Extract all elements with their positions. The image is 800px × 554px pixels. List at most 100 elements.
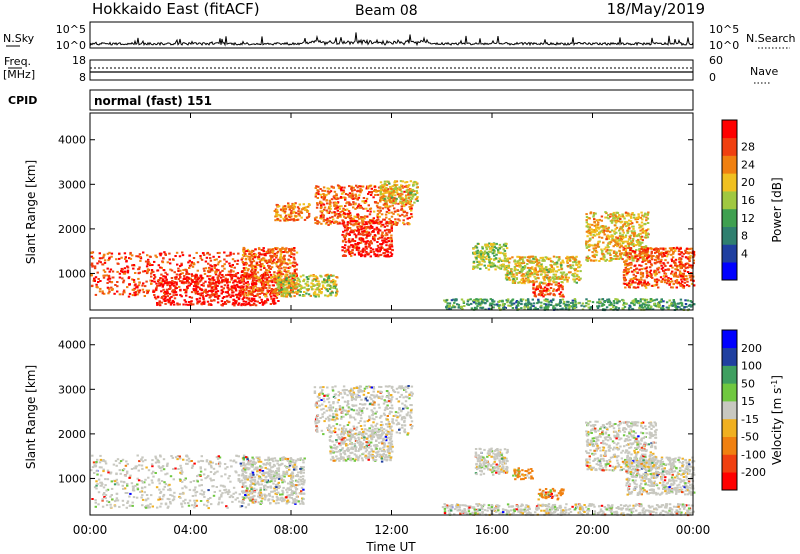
scatter-cell bbox=[623, 278, 626, 281]
scatter-cell bbox=[196, 261, 200, 264]
scatter-cell bbox=[257, 280, 260, 283]
scatter-cell bbox=[371, 237, 375, 240]
scatter-cell bbox=[521, 277, 524, 280]
scatter-cell bbox=[529, 270, 532, 273]
scatter-cell bbox=[233, 260, 237, 263]
scatter-cell bbox=[305, 276, 309, 279]
scatter-cell bbox=[301, 294, 305, 297]
nsearch-tick-bottom: 10^0 bbox=[709, 39, 739, 52]
scatter-cell bbox=[335, 193, 338, 196]
scatter-cell bbox=[212, 255, 215, 258]
scatter-cell bbox=[227, 288, 231, 291]
scatter-cell bbox=[540, 291, 543, 293]
scatter-cell bbox=[150, 269, 154, 271]
scatter-cell bbox=[376, 193, 380, 196]
scatter-cell bbox=[665, 255, 669, 258]
scatter-cell bbox=[503, 249, 507, 252]
scatter-cell bbox=[208, 281, 211, 284]
scatter-cell bbox=[116, 270, 119, 273]
scatter-cell bbox=[477, 300, 480, 303]
scatter-cell bbox=[351, 249, 354, 252]
scatter-cell bbox=[245, 250, 248, 253]
scatter-cell bbox=[211, 269, 214, 272]
scatter-cell bbox=[400, 184, 403, 187]
scatter-cell bbox=[242, 250, 245, 253]
scatter-cell bbox=[313, 217, 317, 220]
scatter-cell bbox=[482, 259, 485, 262]
scatter-cell bbox=[169, 303, 173, 306]
nsky-frame bbox=[89, 21, 694, 49]
scatter-cell bbox=[285, 295, 288, 298]
scatter-cell bbox=[583, 305, 586, 308]
scatter-cell bbox=[561, 295, 564, 298]
scatter-cell bbox=[526, 266, 530, 269]
scatter-cell bbox=[646, 257, 649, 260]
scatter-cell bbox=[296, 219, 299, 221]
scatter-cell bbox=[293, 206, 296, 209]
scatter-cell bbox=[282, 281, 285, 284]
scatter-cell bbox=[223, 284, 227, 287]
scatter-cell bbox=[382, 218, 385, 221]
scatter-cell bbox=[392, 212, 395, 215]
cpid-value: normal (fast) 151 bbox=[94, 94, 212, 108]
scatter-cell bbox=[176, 302, 179, 305]
scatter-cell bbox=[138, 271, 141, 274]
scatter-cell bbox=[307, 205, 310, 208]
scatter-cell bbox=[178, 273, 181, 276]
scatter-cell bbox=[519, 256, 522, 259]
scatter-cell bbox=[495, 247, 498, 250]
scatter-cell bbox=[327, 207, 331, 210]
scatter-cell bbox=[134, 283, 137, 286]
scatter-cell bbox=[615, 221, 618, 224]
scatter-cell bbox=[291, 287, 295, 290]
freq-label: Freq. bbox=[4, 55, 31, 68]
scatter-cell bbox=[505, 265, 508, 267]
scatter-cell bbox=[197, 293, 200, 295]
scatter-cell bbox=[578, 279, 581, 282]
scatter-cell bbox=[252, 265, 256, 267]
scatter-cell bbox=[242, 285, 245, 288]
scatter-cell bbox=[179, 294, 182, 297]
scatter-cell bbox=[551, 268, 554, 271]
scatter-cell bbox=[209, 289, 213, 292]
scatter-cell bbox=[196, 290, 199, 293]
scatter-cell bbox=[641, 239, 644, 242]
scatter-cell bbox=[203, 301, 206, 304]
scatter-cell bbox=[370, 187, 373, 190]
scatter-cell bbox=[353, 220, 356, 223]
scatter-cell bbox=[322, 198, 325, 201]
scatter-cell bbox=[549, 260, 553, 263]
scatter-cell bbox=[684, 256, 688, 259]
scatter-cell bbox=[122, 279, 126, 282]
scatter-cell bbox=[181, 280, 184, 283]
scatter-cell bbox=[98, 260, 101, 263]
scatter-cell bbox=[227, 270, 231, 273]
scatter-cell bbox=[639, 281, 643, 284]
scatter-cell bbox=[589, 233, 592, 236]
scatter-cell bbox=[249, 290, 253, 293]
scatter-cell bbox=[631, 250, 635, 253]
scatter-cell bbox=[246, 294, 250, 297]
scatter-cell bbox=[568, 258, 572, 261]
scatter-cell bbox=[263, 254, 266, 257]
scatter-cell bbox=[560, 268, 563, 271]
scatter-cell bbox=[551, 276, 555, 279]
scatter-cell bbox=[517, 304, 520, 307]
scatter-cell bbox=[479, 251, 482, 254]
scatter-cell bbox=[674, 268, 677, 271]
scatter-cell bbox=[282, 290, 285, 293]
scatter-cell bbox=[305, 209, 308, 212]
scatter-cell bbox=[316, 282, 319, 285]
scatter-cell bbox=[323, 287, 327, 290]
scatter-cell bbox=[637, 278, 641, 281]
scatter-cell bbox=[540, 267, 544, 270]
scatter-cell bbox=[628, 282, 631, 285]
scatter-cell bbox=[628, 246, 631, 249]
scatter-cell bbox=[287, 218, 290, 221]
scatter-cell bbox=[624, 269, 627, 272]
scatter-cell bbox=[543, 279, 546, 282]
scatter-cell bbox=[561, 259, 564, 262]
scatter-cell bbox=[257, 256, 261, 259]
scatter-cell bbox=[337, 187, 341, 190]
scatter-cell bbox=[364, 200, 368, 202]
